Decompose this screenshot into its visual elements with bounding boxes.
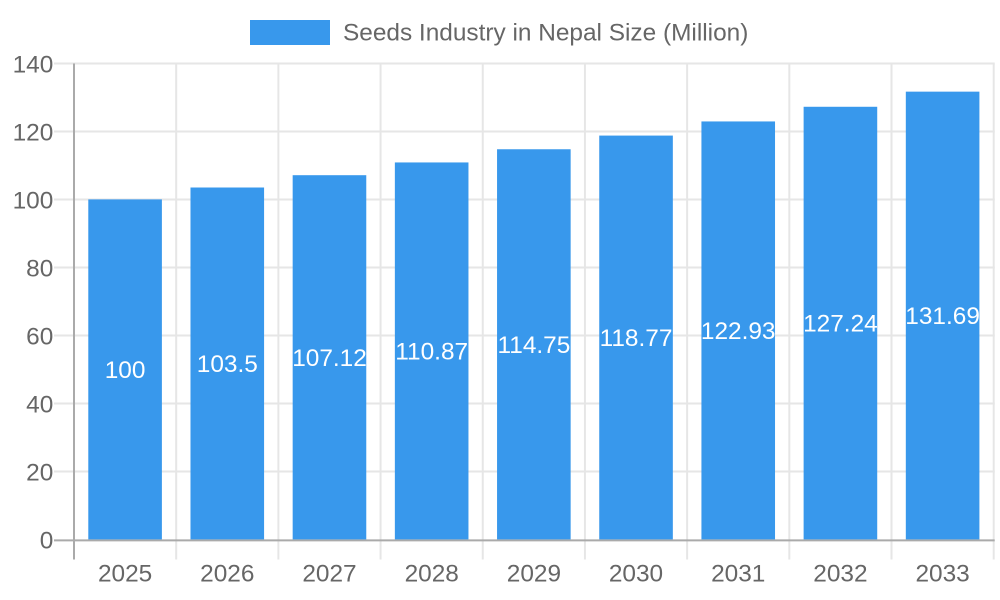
svg-text:100: 100 (105, 357, 146, 384)
svg-text:107.12: 107.12 (292, 345, 367, 372)
svg-text:100: 100 (13, 187, 54, 214)
svg-text:114.75: 114.75 (498, 332, 571, 359)
svg-text:40: 40 (26, 391, 53, 418)
svg-text:120: 120 (13, 119, 54, 146)
svg-text:80: 80 (26, 255, 53, 282)
svg-text:131.69: 131.69 (905, 303, 980, 330)
svg-text:103.5: 103.5 (197, 351, 258, 378)
svg-text:2030: 2030 (609, 561, 663, 588)
svg-text:110.87: 110.87 (395, 338, 468, 365)
svg-text:2032: 2032 (813, 561, 867, 588)
svg-text:2033: 2033 (915, 561, 969, 588)
svg-text:2028: 2028 (405, 561, 459, 588)
svg-text:140: 140 (13, 51, 54, 78)
svg-text:Seeds Industry in Nepal Size (: Seeds Industry in Nepal Size (Million) (343, 19, 748, 46)
svg-text:118.77: 118.77 (600, 325, 673, 352)
svg-text:2029: 2029 (507, 561, 561, 588)
svg-text:2031: 2031 (711, 561, 765, 588)
svg-text:2027: 2027 (302, 561, 356, 588)
svg-text:0: 0 (40, 527, 54, 554)
svg-text:2026: 2026 (200, 561, 254, 588)
svg-text:2025: 2025 (98, 561, 152, 588)
svg-text:127.24: 127.24 (803, 311, 878, 338)
svg-text:20: 20 (26, 459, 53, 486)
svg-text:122.93: 122.93 (701, 318, 776, 345)
svg-text:60: 60 (26, 323, 53, 350)
